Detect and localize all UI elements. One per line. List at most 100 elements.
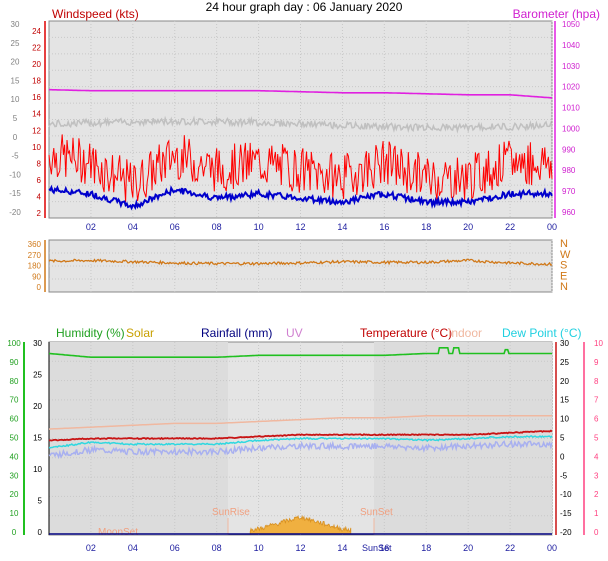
y-tick-label: 90 [10, 358, 19, 367]
y-tick-label: 20 [33, 402, 42, 411]
y-tick-label: 40 [10, 452, 19, 461]
y-tick-label: 8 [37, 159, 42, 168]
x-tick-label: 12 [295, 222, 305, 232]
x-tick-label: 22 [505, 543, 515, 553]
y-tick-label: 1040 [562, 41, 580, 50]
y-tick-label: 12 [32, 126, 41, 135]
label-rainfall: Rainfall (mm) [201, 326, 272, 340]
x-tick-label: 12 [295, 543, 305, 553]
y-tick-label: 1050 [562, 20, 580, 29]
x-tick-label: 14 [337, 543, 347, 553]
y-tick-label: 990 [562, 145, 576, 154]
y-tick-label: 1030 [562, 62, 580, 71]
y-tick-label: 16 [32, 93, 41, 102]
y-tick-label: N [560, 238, 568, 250]
y-tick-label: 5 [560, 434, 565, 443]
y-tick-label: 2 [37, 209, 42, 218]
y-tick-label: 1000 [562, 124, 580, 133]
x-tick-label: 22 [505, 222, 515, 232]
y-tick-label: 1010 [562, 104, 580, 113]
x-tick-label: 20 [463, 222, 473, 232]
label-indoor: Indoor [448, 326, 482, 340]
y-tick-label: 25 [11, 39, 20, 48]
y-tick-label: 4 [37, 192, 42, 201]
y-tick-label: 14 [32, 110, 41, 119]
series-gust-shadow [48, 115, 553, 134]
y-tick-label: 7 [594, 396, 599, 405]
y-tick-label: 9 [594, 358, 599, 367]
panel2-plot-bg [48, 239, 553, 293]
y-tick-label: 10 [10, 509, 19, 518]
series-barometer [49, 88, 553, 99]
x-tick-label: 00 [547, 222, 557, 232]
x-tick-label: 16 [379, 222, 389, 232]
x-tick-label: 04 [128, 543, 138, 553]
page-title: 24 hour graph day : 06 January 2020 [205, 0, 403, 14]
sunset-axis-label: SunSet [362, 543, 392, 553]
x-tick-label: 18 [421, 543, 431, 553]
y-tick-label: 60 [10, 415, 19, 424]
y-tick-label: 0 [560, 452, 565, 461]
y-tick-label: 6 [37, 176, 42, 185]
y-tick-label: 20 [11, 58, 20, 67]
label-solar: Solar [126, 326, 154, 340]
label-temperature: Temperature (°C) [360, 326, 452, 340]
y-tick-label: N [560, 281, 568, 293]
x-tick-label: 00 [547, 543, 557, 553]
y-tick-label: 18 [32, 77, 41, 86]
y-tick-label: 22 [32, 44, 41, 53]
y-tick-label: 20 [32, 60, 41, 69]
y-tick-label: 180 [28, 262, 42, 271]
y-tick-label: 0 [37, 283, 42, 292]
y-tick-label: 5 [13, 114, 18, 123]
x-tick-label: 06 [170, 222, 180, 232]
y-tick-label: 10 [33, 465, 42, 474]
y-tick-label: S [560, 260, 567, 272]
y-tick-label: 0 [12, 528, 17, 537]
sunrise-label: SunRise [212, 507, 250, 518]
y-tick-label: 10 [11, 95, 20, 104]
x-tick-label: 20 [463, 543, 473, 553]
y-tick-label: 980 [562, 166, 576, 175]
y-tick-label: 5 [594, 434, 599, 443]
y-tick-label: -20 [560, 528, 572, 537]
y-tick-label: 15 [11, 76, 20, 85]
sunset-label: SunSet [360, 507, 393, 518]
y-tick-label: 25 [560, 358, 569, 367]
y-tick-label: 960 [562, 208, 576, 217]
y-tick-label: 4 [594, 452, 599, 461]
x-tick-label: 18 [421, 222, 431, 232]
x-tick-label: 08 [212, 222, 222, 232]
label-humidity: Humidity (%) [56, 326, 125, 340]
y-tick-label: 1 [594, 509, 599, 518]
series-wind-direction [48, 258, 553, 266]
series-dewpoint [48, 435, 553, 449]
y-tick-label: 15 [33, 434, 42, 443]
x-tick-label: 06 [170, 543, 180, 553]
y-tick-label: 10 [594, 339, 603, 348]
panel1-left-label: Windspeed (kts) [52, 7, 139, 21]
y-tick-label: 25 [33, 371, 42, 380]
series-temperature [48, 429, 553, 442]
series-indoor [48, 415, 552, 430]
y-tick-label: 15 [560, 396, 569, 405]
moonset-label: MoonSet [98, 527, 138, 538]
x-tick-label: 02 [86, 222, 96, 232]
x-tick-label: 16 [379, 543, 389, 553]
y-tick-label: 970 [562, 187, 576, 196]
y-tick-label: 50 [10, 434, 19, 443]
series-solar [249, 514, 352, 535]
y-tick-label: 0 [13, 133, 18, 142]
y-tick-label: 30 [10, 471, 19, 480]
x-tick-label: 10 [254, 543, 264, 553]
y-tick-label: 5 [38, 497, 43, 506]
y-tick-label: 30 [33, 339, 42, 348]
y-tick-label: 3 [594, 471, 599, 480]
y-tick-label: -15 [9, 189, 21, 198]
y-tick-label: 10 [560, 415, 569, 424]
y-tick-label: 6 [594, 415, 599, 424]
y-tick-label: 2 [594, 490, 599, 499]
x-tick-label: 14 [337, 222, 347, 232]
